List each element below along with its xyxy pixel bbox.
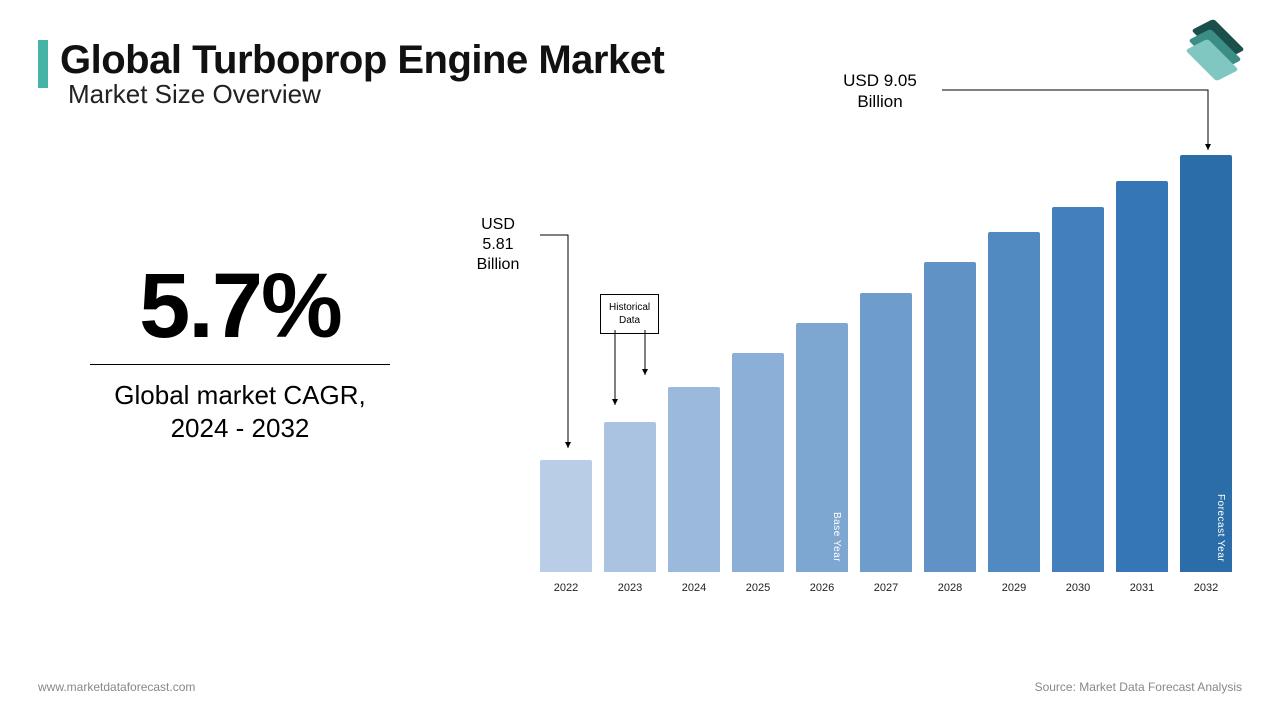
bar-year-label-2031: 2031 [1116, 582, 1168, 594]
bar-2026: Base Year2026 [796, 323, 848, 572]
bar-rect-2032: Forecast Year [1180, 155, 1232, 572]
bar-rect-2031 [1116, 181, 1168, 572]
bar-rect-2028 [924, 262, 976, 572]
bar-year-label-2030: 2030 [1052, 582, 1104, 594]
bar-rect-2026: Base Year [796, 323, 848, 572]
end-value-callout: USD 9.05 Billion [820, 70, 940, 113]
bar-rect-2022 [540, 460, 592, 572]
end-value-line2: Billion [820, 91, 940, 112]
bar-2028: 2028 [924, 262, 976, 572]
bar-2031: 2031 [1116, 181, 1168, 572]
bar-2023: 2023 [604, 422, 656, 573]
start-value-line3: Billion [458, 255, 538, 275]
footer-source: Source: Market Data Forecast Analysis [1035, 680, 1242, 694]
bar-year-label-2032: 2032 [1180, 582, 1232, 594]
start-value-callout: USD 5.81 Billion [458, 215, 538, 275]
bar-year-label-2028: 2028 [924, 582, 976, 594]
bar-2024: 2024 [668, 387, 720, 572]
bar-year-label-2022: 2022 [540, 582, 592, 594]
bar-rect-2025 [732, 353, 784, 572]
bar-rect-2030 [1052, 207, 1104, 573]
end-value-line1: USD 9.05 [820, 70, 940, 91]
forecast-year-label: Forecast Year [1215, 494, 1226, 562]
cagr-value: 5.7% [90, 260, 390, 352]
historical-data-box: Historical Data [600, 294, 659, 334]
base-year-label: Base Year [831, 512, 842, 562]
page-title: Global Turboprop Engine Market [60, 38, 664, 83]
bar-year-label-2026: 2026 [796, 582, 848, 594]
bar-2032: Forecast Year2032 [1180, 155, 1232, 572]
cagr-block: 5.7% Global market CAGR, 2024 - 2032 [90, 260, 390, 444]
bar-2030: 2030 [1052, 207, 1104, 573]
bars-container: 2022202320242025Base Year202620272028202… [540, 142, 1240, 572]
bar-year-label-2025: 2025 [732, 582, 784, 594]
title-block: Global Turboprop Engine Market Market Si… [38, 38, 664, 110]
market-size-bar-chart: 2022202320242025Base Year202620272028202… [540, 130, 1240, 600]
cagr-label-line2: 2024 - 2032 [90, 412, 390, 445]
footer-url: www.marketdataforecast.com [38, 680, 195, 694]
bar-year-label-2027: 2027 [860, 582, 912, 594]
bar-rect-2029 [988, 232, 1040, 572]
brand-logo-icon [1188, 28, 1244, 78]
bar-year-label-2024: 2024 [668, 582, 720, 594]
bar-rect-2023 [604, 422, 656, 573]
bar-year-label-2029: 2029 [988, 582, 1040, 594]
bar-2025: 2025 [732, 353, 784, 572]
historical-line1: Historical [609, 301, 650, 314]
bar-year-label-2023: 2023 [604, 582, 656, 594]
bar-rect-2027 [860, 293, 912, 573]
page-root: Global Turboprop Engine Market Market Si… [0, 0, 1280, 720]
bar-2022: 2022 [540, 460, 592, 572]
cagr-label-line1: Global market CAGR, [90, 379, 390, 412]
bar-2029: 2029 [988, 232, 1040, 572]
start-value-line2: 5.81 [458, 235, 538, 255]
historical-line2: Data [609, 314, 650, 327]
bar-2027: 2027 [860, 293, 912, 573]
start-value-line1: USD [458, 215, 538, 235]
page-subtitle: Market Size Overview [68, 79, 664, 110]
bar-rect-2024 [668, 387, 720, 572]
cagr-divider [90, 364, 390, 365]
